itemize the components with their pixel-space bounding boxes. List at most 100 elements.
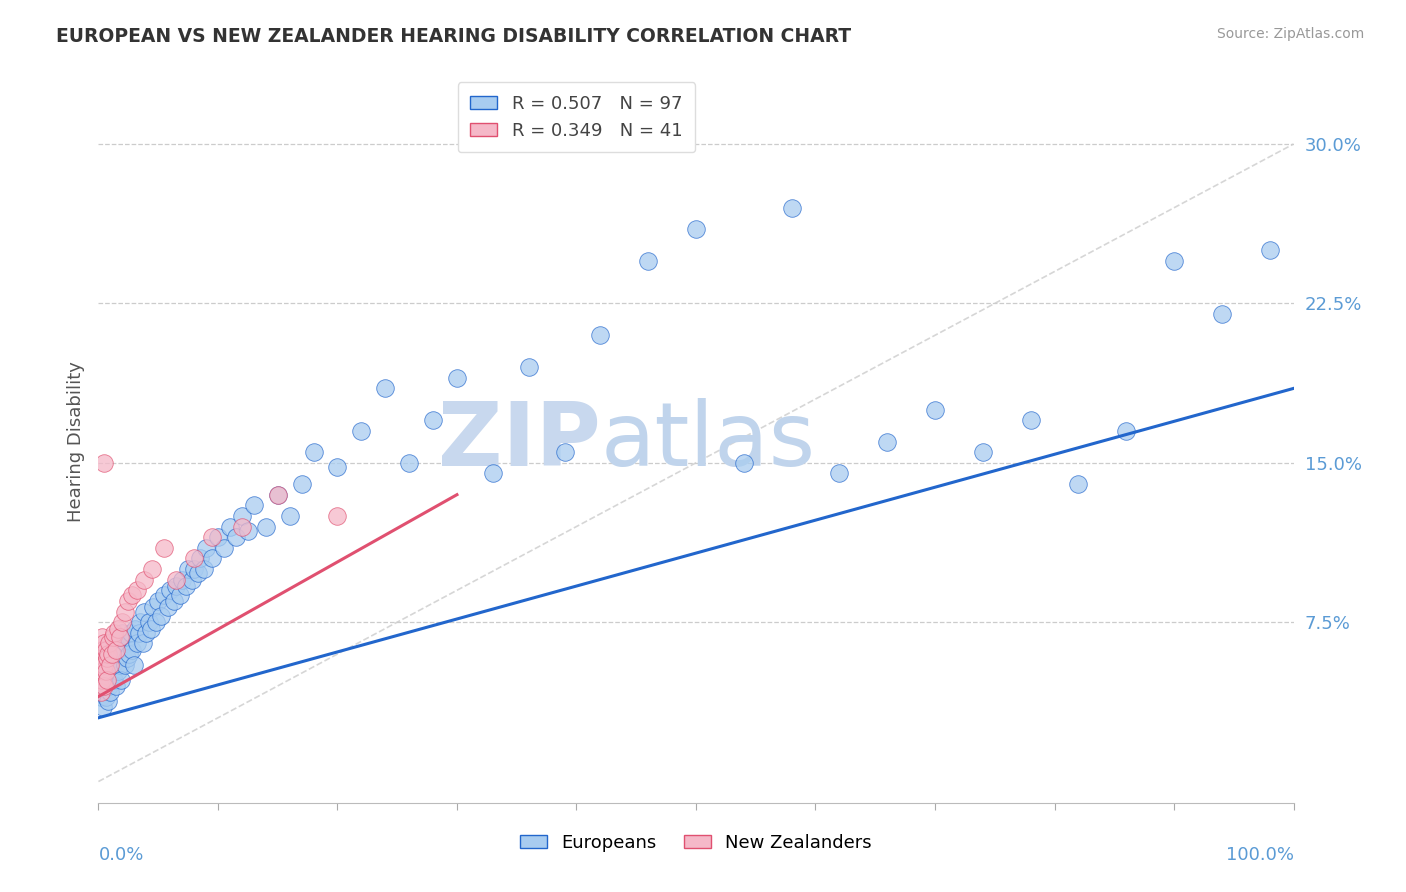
Point [398, 456, 420, 470]
Point [120, 625, 142, 640]
Point [129, 615, 152, 630]
Point [91, 651, 114, 665]
Point [94, 664, 117, 678]
Point [111, 615, 134, 630]
Point [110, 673, 132, 687]
Point [117, 630, 139, 644]
Point [96, 673, 118, 687]
Text: 100.0%: 100.0% [1226, 847, 1294, 864]
Point [91, 642, 114, 657]
Point [97, 694, 120, 708]
Point [105, 642, 128, 657]
Point [121, 588, 143, 602]
Point [446, 371, 468, 385]
Point [135, 625, 157, 640]
Point [91, 700, 114, 714]
Point [96, 668, 118, 682]
Point [201, 530, 224, 544]
Point [422, 413, 444, 427]
Point [93, 657, 115, 672]
Point [1258, 244, 1281, 258]
Point [93, 636, 115, 650]
Point [302, 445, 325, 459]
Point [118, 647, 141, 661]
Point [733, 456, 755, 470]
Point [193, 562, 215, 576]
Point [924, 402, 946, 417]
Point [231, 508, 253, 523]
Point [183, 551, 205, 566]
Point [101, 657, 124, 672]
Point [124, 657, 146, 672]
Point [111, 625, 134, 640]
Point [105, 679, 128, 693]
Point [159, 583, 181, 598]
Point [114, 605, 136, 619]
Point [107, 642, 129, 657]
Point [153, 541, 176, 555]
Point [278, 508, 301, 523]
Point [139, 622, 162, 636]
Point [91, 630, 114, 644]
Point [326, 460, 349, 475]
Point [165, 573, 187, 587]
Point [94, 690, 117, 704]
Point [105, 636, 128, 650]
Point [291, 477, 314, 491]
Point [115, 636, 138, 650]
Point [93, 679, 115, 693]
Point [1211, 307, 1233, 321]
Point [201, 551, 224, 566]
Point [94, 642, 117, 657]
Point [124, 622, 146, 636]
Point [107, 664, 129, 678]
Point [1163, 254, 1185, 268]
Point [108, 630, 131, 644]
Point [91, 673, 114, 687]
Text: atlas: atlas [600, 398, 815, 485]
Point [374, 381, 396, 395]
Point [1019, 413, 1042, 427]
Point [132, 605, 155, 619]
Point [172, 573, 194, 587]
Point [114, 657, 136, 672]
Point [141, 562, 163, 576]
Point [972, 445, 994, 459]
Point [554, 445, 576, 459]
Point [188, 551, 211, 566]
Point [156, 600, 179, 615]
Point [350, 424, 373, 438]
Point [97, 647, 120, 661]
Point [1115, 424, 1137, 438]
Point [828, 467, 851, 481]
Point [90, 685, 112, 699]
Point [267, 488, 290, 502]
Point [128, 625, 150, 640]
Point [131, 636, 153, 650]
Point [145, 615, 167, 630]
Point [107, 622, 129, 636]
Point [267, 488, 290, 502]
Point [93, 679, 115, 693]
Point [104, 651, 127, 665]
Point [183, 562, 205, 576]
Point [212, 541, 235, 555]
Point [89, 679, 111, 693]
Point [236, 524, 259, 538]
Point [780, 201, 803, 215]
Point [231, 519, 253, 533]
Point [876, 434, 898, 449]
Point [90, 690, 112, 704]
Point [326, 508, 349, 523]
Point [174, 579, 197, 593]
Point [125, 583, 148, 598]
Text: EUROPEAN VS NEW ZEALANDER HEARING DISABILITY CORRELATION CHART: EUROPEAN VS NEW ZEALANDER HEARING DISABI… [56, 27, 852, 45]
Point [637, 254, 659, 268]
Point [169, 588, 191, 602]
Point [98, 685, 122, 699]
Point [89, 657, 111, 672]
Point [243, 498, 266, 512]
Point [685, 222, 707, 236]
Point [98, 657, 122, 672]
Point [91, 668, 114, 682]
